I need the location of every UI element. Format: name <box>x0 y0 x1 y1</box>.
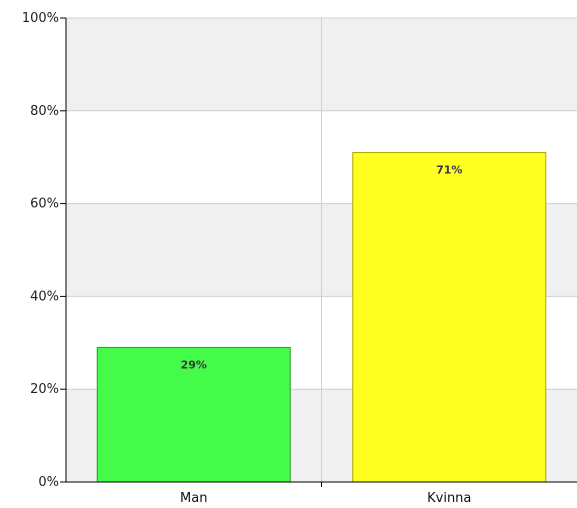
data-label-kvinna: 71% <box>436 164 462 177</box>
bar-kvinna <box>352 152 547 483</box>
y-tick-label: 80% <box>30 104 59 119</box>
y-tick-label: 20% <box>30 382 59 397</box>
y-axis: 0% 20% 40% 60% 80% 100% <box>22 11 67 490</box>
y-tick-label: 40% <box>30 289 59 304</box>
bar-man <box>96 346 291 483</box>
bars: 29% 71% <box>96 152 547 483</box>
data-label-man: 29% <box>181 358 207 371</box>
y-tick-label: 60% <box>30 197 59 212</box>
x-tick-label-man: Man <box>180 491 207 506</box>
x-tick-label-kvinna: Kvinna <box>427 491 471 506</box>
y-tick-label: 100% <box>22 11 59 26</box>
x-axis: Man Kvinna <box>66 481 577 506</box>
y-tick-label: 0% <box>38 475 59 490</box>
